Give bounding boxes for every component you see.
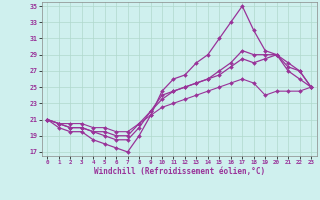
X-axis label: Windchill (Refroidissement éolien,°C): Windchill (Refroidissement éolien,°C) (94, 167, 265, 176)
